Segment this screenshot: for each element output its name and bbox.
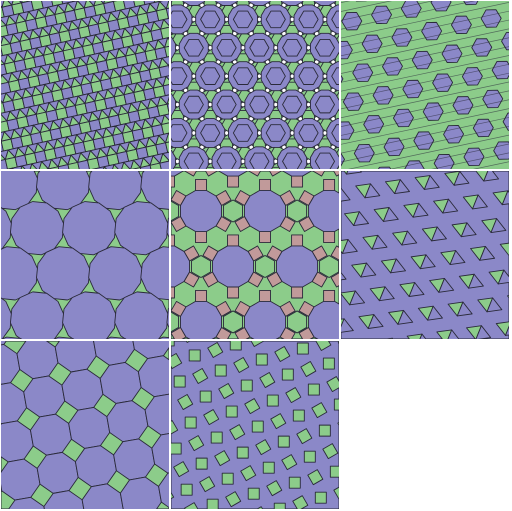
snub-hexagonal-tiling (341, 1, 509, 169)
truncated-trihexagonal-tiling (171, 171, 339, 339)
snub-square-strip-tiling (1, 1, 169, 169)
trihexagonal-tiling (341, 171, 509, 339)
truncated-hexagonal-tiling (1, 171, 169, 339)
truncated-square-tiling (1, 341, 169, 509)
rhombitrihexagonal-tiling (171, 1, 339, 169)
snub-square-tiling (171, 341, 339, 509)
